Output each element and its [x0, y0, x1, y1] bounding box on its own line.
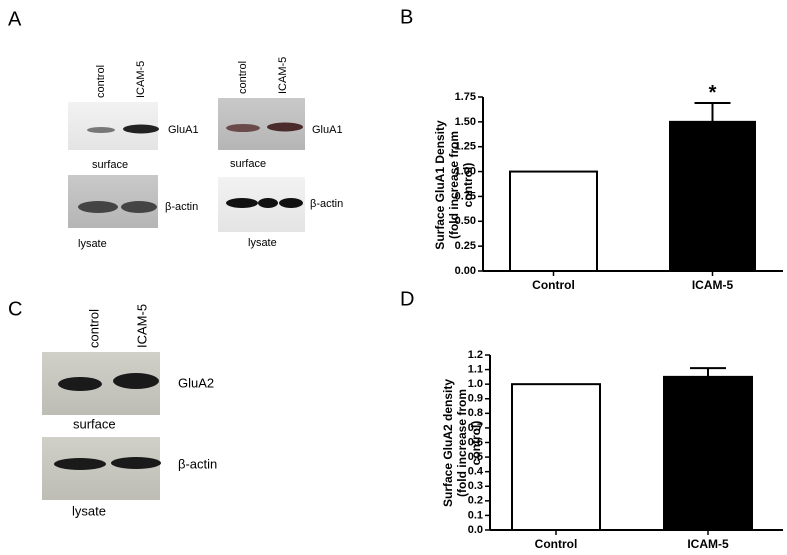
y-axis-label: Surface GluA1 Density — [433, 120, 447, 250]
y-tick-label: 1.75 — [455, 91, 476, 103]
annotation: * — [709, 82, 717, 104]
y-tick-label: 0.00 — [455, 265, 476, 277]
blot-images — [42, 98, 305, 500]
band-label: β-actin — [310, 198, 343, 210]
lane-label: control — [86, 309, 101, 348]
bar — [511, 383, 601, 531]
x-tick-label: Control — [532, 278, 575, 292]
band-caption: surface — [230, 158, 266, 170]
band-label: GluA1 — [312, 124, 343, 136]
y-tick-label: 0.3 — [468, 480, 483, 492]
lane-label: ICAM-5 — [277, 57, 289, 94]
x-tick-label: Control — [535, 537, 578, 551]
band-label: β-actin — [165, 201, 198, 213]
panel-label: C — [8, 298, 22, 320]
lane-label: ICAM-5 — [135, 61, 147, 98]
y-axis-label: (fold increase from — [447, 131, 461, 239]
y-tick-label: 0.25 — [455, 240, 476, 252]
y-tick-label: 0.2 — [468, 495, 483, 507]
y-tick-label: 1.25 — [455, 141, 476, 153]
bar — [509, 170, 598, 272]
y-axis-label: control) — [461, 163, 475, 208]
panel-label: D — [400, 288, 414, 310]
y-tick-label: 0.8 — [468, 407, 483, 419]
y-tick-label: 1.50 — [455, 116, 476, 128]
bar — [663, 375, 753, 531]
y-tick-label: 1.00 — [455, 165, 476, 177]
y-tick-label: 0.75 — [455, 190, 476, 202]
y-tick-label: 0.1 — [468, 509, 483, 521]
y-tick-label: 0.4 — [468, 466, 484, 478]
band-caption: lysate — [248, 237, 277, 249]
panel-label: A — [8, 8, 22, 30]
y-tick-label: 0.0 — [468, 524, 483, 536]
band-caption: surface — [92, 159, 128, 171]
lane-label: control — [237, 61, 249, 94]
panel-label: B — [400, 6, 413, 28]
y-axis-label: (fold increase from — [455, 389, 469, 497]
y-tick-label: 0.50 — [455, 215, 476, 227]
y-tick-label: 0.6 — [468, 436, 483, 448]
band-caption: lysate — [72, 503, 106, 518]
band-caption: surface — [73, 416, 116, 431]
band-caption: lysate — [78, 238, 107, 250]
band-label: GluA1 — [168, 124, 199, 136]
bar — [669, 120, 756, 272]
y-tick-label: 1.2 — [468, 349, 483, 361]
y-tick-label: 1.0 — [468, 378, 483, 390]
lane-label: ICAM-5 — [134, 304, 149, 348]
y-axis-label: control) — [469, 421, 483, 466]
y-tick-label: 0.5 — [468, 451, 483, 463]
lane-label: control — [95, 65, 107, 98]
y-tick-label: 0.7 — [468, 422, 483, 434]
x-tick-label: ICAM-5 — [687, 537, 729, 551]
y-tick-label: 0.9 — [468, 393, 483, 405]
band-label: β-actin — [178, 456, 217, 471]
band-label: GluA2 — [178, 375, 214, 390]
x-tick-label: ICAM-5 — [692, 278, 734, 292]
y-axis-label: Surface GluA2 density — [441, 379, 455, 507]
y-tick-label: 1.1 — [468, 363, 483, 375]
